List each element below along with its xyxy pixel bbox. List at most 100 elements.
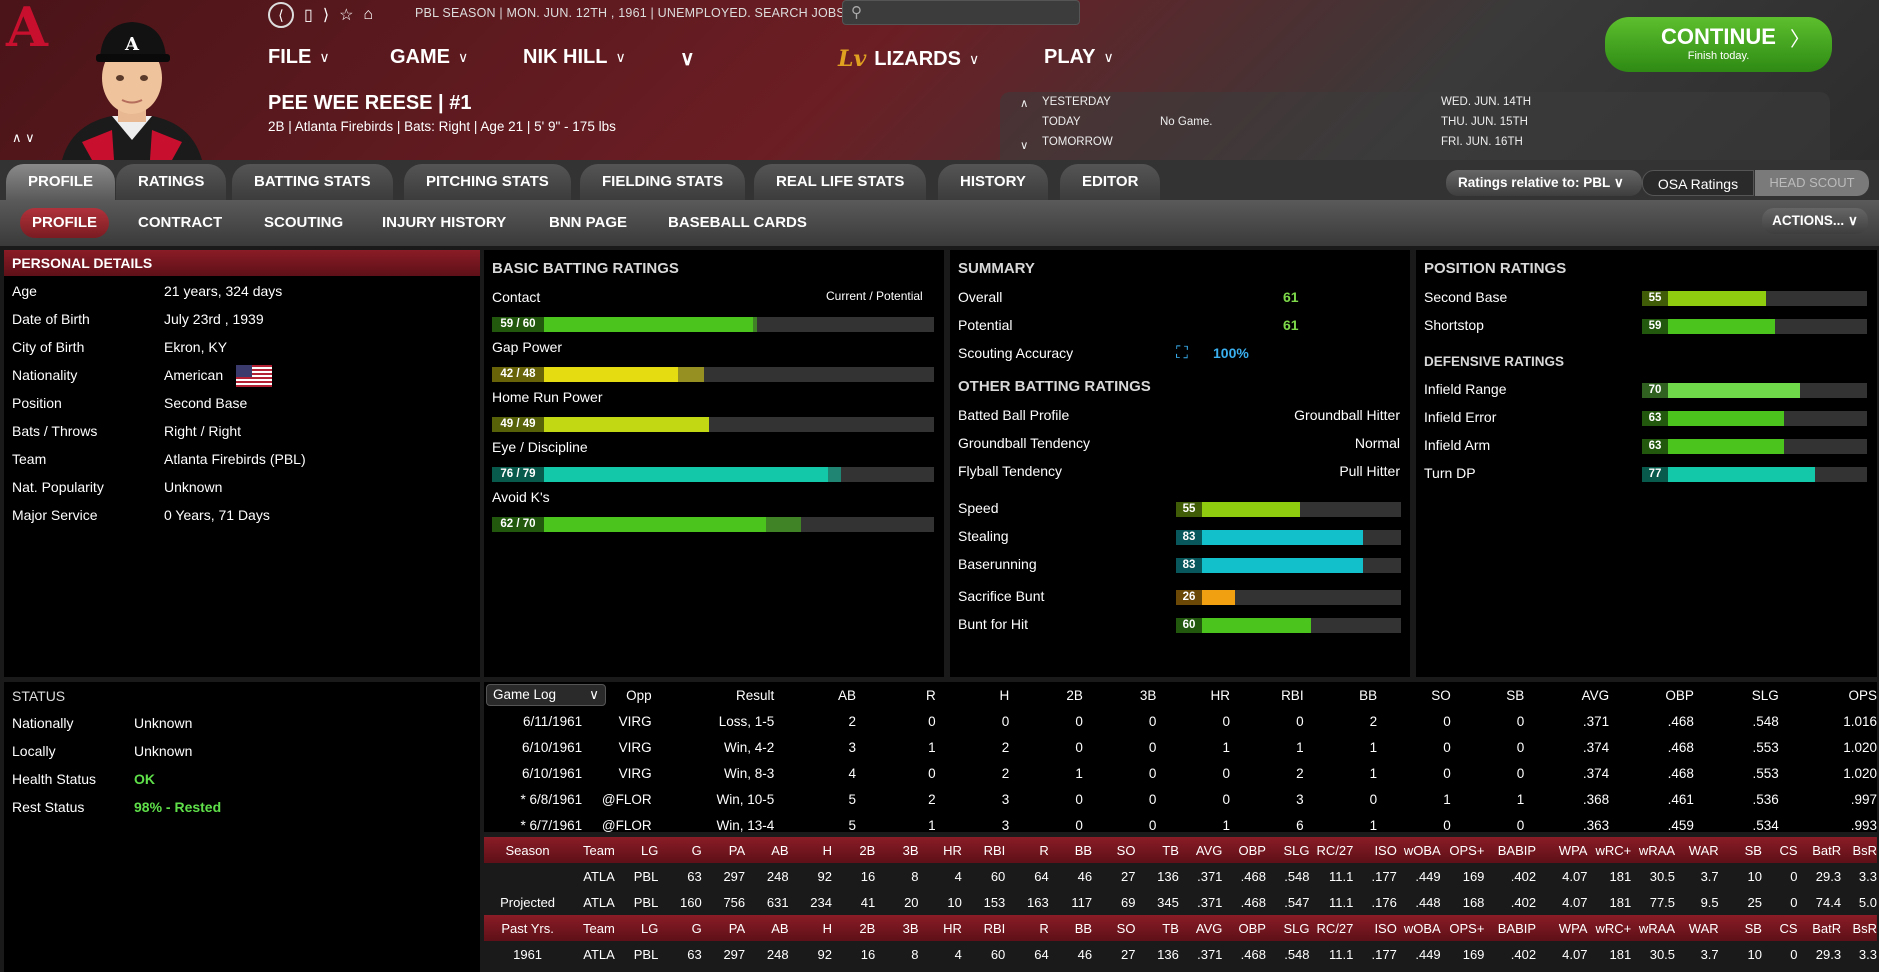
header-cell[interactable]: BsR bbox=[1852, 920, 1877, 936]
star-icon[interactable]: ☆ bbox=[339, 7, 354, 24]
actions-dropdown[interactable]: ACTIONS... ∨ bbox=[1762, 208, 1868, 234]
header-cell[interactable]: OBP bbox=[1665, 687, 1694, 703]
header-cell[interactable]: SO bbox=[1431, 687, 1451, 703]
header-cell[interactable]: BsR bbox=[1852, 842, 1877, 858]
game-log-row[interactable]: 6/10/1961 VIRG Win, 8-3 4 0 2 1 0 0 2 1 0 0 .374 .468.… bbox=[484, 760, 1877, 786]
header-cell[interactable]: CS bbox=[1779, 842, 1798, 858]
header-cell[interactable]: AVG bbox=[1581, 687, 1610, 703]
header-cell[interactable]: ISO bbox=[1374, 920, 1397, 936]
header-cell[interactable]: WPA bbox=[1558, 842, 1588, 858]
header-cell[interactable]: BABIP bbox=[1497, 920, 1537, 936]
search-input[interactable] bbox=[875, 4, 1071, 22]
header-cell[interactable]: OPS+ bbox=[1449, 920, 1485, 936]
header-cell[interactable]: G bbox=[691, 842, 702, 858]
subtab-contract[interactable]: CONTRACT bbox=[138, 214, 223, 231]
header-cell[interactable]: SB bbox=[1506, 687, 1525, 703]
next-player-icon[interactable]: ∨ bbox=[25, 130, 35, 145]
forward-icon[interactable]: ⟩ bbox=[322, 7, 330, 24]
season-stats-row[interactable]: Projected ATLA PBL 160 756 631 234 41 20 10 153 163… bbox=[484, 889, 1877, 915]
header-cell[interactable]: Team bbox=[583, 842, 615, 858]
chevron-down-icon[interactable]: ∨ bbox=[1020, 140, 1029, 152]
schedule-tomorrow[interactable]: TOMORROW bbox=[1042, 136, 1113, 148]
header-cell[interactable]: Result bbox=[735, 687, 775, 703]
header-cell[interactable]: RC/27 bbox=[1316, 842, 1354, 858]
header-cell[interactable]: R bbox=[1039, 842, 1049, 858]
header-cell[interactable]: HR bbox=[943, 920, 962, 936]
header-cell[interactable]: TB bbox=[1162, 920, 1179, 936]
header-cell[interactable]: SLG bbox=[1751, 687, 1779, 703]
tab-batting-stats[interactable]: BATTING STATS bbox=[232, 164, 393, 200]
header-cell[interactable]: H bbox=[822, 842, 832, 858]
header-cell[interactable]: PA bbox=[728, 920, 746, 936]
header-cell[interactable]: LG bbox=[640, 920, 659, 936]
header-cell[interactable]: CS bbox=[1779, 920, 1798, 936]
header-cell[interactable]: wRC+ bbox=[1595, 842, 1632, 858]
header-cell[interactable]: LG bbox=[640, 842, 659, 858]
game-log-row[interactable]: * 6/7/1961 @FLOR Win, 13-4 5 1 3 0 0 1 6 1 0 0 .363 .4… bbox=[484, 812, 1877, 838]
header-cell[interactable]: 2B bbox=[859, 920, 876, 936]
schedule-today[interactable]: TODAY bbox=[1042, 116, 1081, 128]
osa-ratings-toggle[interactable]: OSA Ratings bbox=[1642, 170, 1754, 196]
header-cell[interactable]: AB bbox=[771, 920, 789, 936]
header-cell[interactable]: SO bbox=[1116, 920, 1136, 936]
menu-game[interactable]: GAME ∨ bbox=[390, 46, 468, 69]
header-cell[interactable]: Past Yrs. bbox=[501, 920, 554, 936]
game-log-row[interactable]: * 6/8/1961 @FLOR Win, 10-5 5 2 3 0 0 0 3 0 1 1 .368 .4… bbox=[484, 786, 1877, 812]
header-cell[interactable]: OBP bbox=[1238, 842, 1266, 858]
header-cell[interactable]: wRC+ bbox=[1595, 920, 1632, 936]
header-cell[interactable]: HR bbox=[943, 842, 962, 858]
header-cell[interactable]: AB bbox=[837, 687, 856, 703]
header-cell[interactable]: H bbox=[822, 920, 832, 936]
home-icon[interactable]: ⌂ bbox=[363, 6, 374, 23]
tab-editor[interactable]: EDITOR bbox=[1060, 164, 1161, 200]
schedule-date[interactable]: THU. JUN. 15TH bbox=[1441, 116, 1528, 128]
header-cell[interactable]: SB bbox=[1744, 920, 1762, 936]
subtab-injury-history[interactable]: INJURY HISTORY bbox=[382, 214, 507, 231]
header-cell[interactable]: 3B bbox=[902, 920, 919, 936]
menu-manager[interactable]: NIK HILL ∨ bbox=[523, 46, 626, 69]
header-cell[interactable]: Team bbox=[583, 920, 615, 936]
ratings-relative-dropdown[interactable]: Ratings relative to: PBL ∨ bbox=[1446, 170, 1642, 196]
header-cell[interactable]: SLG bbox=[1283, 920, 1310, 936]
header-cell[interactable]: 2B bbox=[859, 842, 876, 858]
back-icon[interactable]: ⟨ bbox=[268, 2, 294, 28]
schedule-yesterday[interactable]: YESTERDAY bbox=[1042, 96, 1111, 108]
tab-pitching-stats[interactable]: PITCHING STATS bbox=[404, 164, 571, 200]
header-cell[interactable]: AVG bbox=[1195, 920, 1223, 936]
header-cell[interactable]: ISO bbox=[1374, 842, 1397, 858]
menu-file[interactable]: FILE ∨ bbox=[268, 46, 330, 69]
header-cell[interactable]: SO bbox=[1116, 842, 1136, 858]
header-cell[interactable]: HR bbox=[1210, 687, 1231, 703]
chevron-up-icon[interactable]: ∧ bbox=[1020, 98, 1029, 110]
header-cell[interactable]: AVG bbox=[1195, 842, 1223, 858]
header-cell[interactable]: RBI bbox=[983, 842, 1006, 858]
header-cell[interactable]: Season bbox=[505, 842, 550, 858]
header-cell[interactable]: RC/27 bbox=[1316, 920, 1354, 936]
game-log-selector[interactable]: Game Log ∨ bbox=[486, 684, 606, 706]
season-stats-row[interactable]: ATLA PBL 63 297 248 92 16 8 4 60 64 46 27 136 .371 .468… bbox=[484, 863, 1877, 889]
header-cell[interactable]: WAR bbox=[1688, 842, 1719, 858]
search-box[interactable]: ⚲ bbox=[842, 0, 1080, 25]
subtab-bnn-page[interactable]: BNN PAGE bbox=[549, 214, 628, 231]
game-status-line[interactable]: PBL SEASON | MON. JUN. 12TH , 1961 | UNE… bbox=[415, 6, 856, 20]
schedule-date[interactable]: FRI. JUN. 16TH bbox=[1441, 136, 1523, 148]
header-cell[interactable]: wRAA bbox=[1638, 920, 1676, 936]
header-cell[interactable]: WAR bbox=[1688, 920, 1719, 936]
head-scout-toggle[interactable]: HEAD SCOUT bbox=[1755, 170, 1869, 196]
tab-profile[interactable]: PROFILE bbox=[6, 164, 116, 200]
header-cell[interactable]: wOBA bbox=[1403, 842, 1441, 858]
header-cell[interactable]: G bbox=[691, 920, 702, 936]
header-cell[interactable]: R bbox=[1039, 920, 1049, 936]
header-cell[interactable]: 3B bbox=[902, 842, 919, 858]
header-cell[interactable]: BB bbox=[1074, 920, 1093, 936]
header-cell[interactable]: SB bbox=[1744, 842, 1762, 858]
header-cell[interactable]: BatR bbox=[1812, 920, 1842, 936]
header-cell[interactable]: BB bbox=[1074, 842, 1093, 858]
header-cell[interactable]: 2B bbox=[1066, 687, 1083, 703]
continue-button[interactable]: CONTINUE Finish today. 〉 bbox=[1605, 17, 1832, 72]
game-log-row[interactable]: 6/11/1961 VIRG Loss, 1-5 2 0 0 0 0 0 0 2 0 0 .371 .468… bbox=[484, 708, 1877, 734]
season-stats-row[interactable]: 1961 ATLA PBL 63 297 248 92 16 8 4 60 64 46 27 136 .371… bbox=[484, 941, 1877, 967]
subtab-profile[interactable]: PROFILE bbox=[20, 208, 110, 238]
header-cell[interactable]: OPS+ bbox=[1449, 842, 1485, 858]
tab-ratings[interactable]: RATINGS bbox=[116, 164, 227, 200]
